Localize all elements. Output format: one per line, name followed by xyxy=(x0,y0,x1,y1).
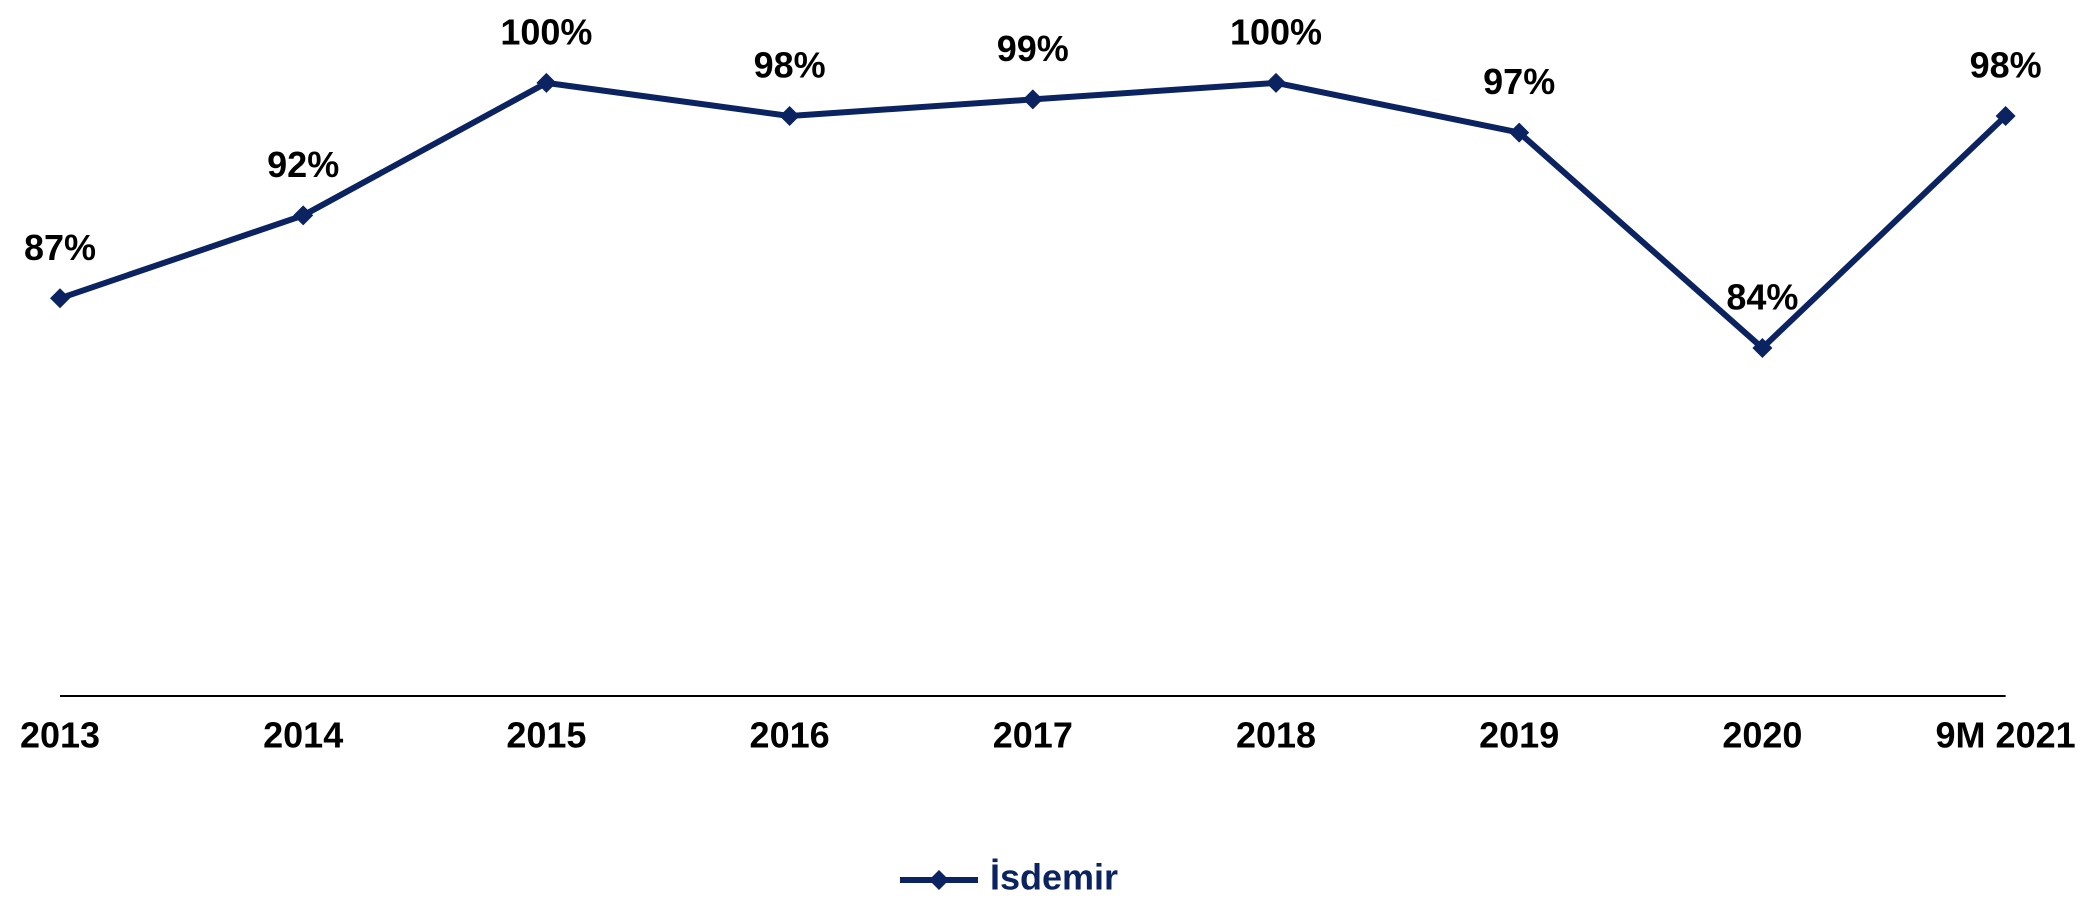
legend-marker xyxy=(929,870,949,890)
data-label: 84% xyxy=(1726,277,1798,318)
marker xyxy=(293,205,314,226)
x-tick-label: 9M 2021 xyxy=(1936,715,2076,756)
x-tick-label: 2014 xyxy=(263,715,343,756)
marker xyxy=(779,106,800,126)
x-tick-label: 2020 xyxy=(1722,715,1802,756)
marker xyxy=(50,288,70,309)
data-label: 100% xyxy=(500,11,592,52)
marker xyxy=(1266,72,1286,93)
marker xyxy=(1752,338,1773,358)
marker xyxy=(536,72,557,93)
x-tick-label: 2013 xyxy=(20,715,100,756)
x-tick-label: 2019 xyxy=(1479,715,1559,756)
x-tick-label: 2016 xyxy=(750,715,830,756)
x-tick-label: 2018 xyxy=(1236,715,1316,756)
x-tick-label: 2017 xyxy=(993,715,1073,756)
data-label: 98% xyxy=(1970,45,2042,86)
x-tick-label: 2015 xyxy=(506,715,586,756)
data-label: 87% xyxy=(24,227,96,268)
legend-label: İsdemir xyxy=(990,857,1118,898)
series-line xyxy=(59,79,2008,351)
data-label: 97% xyxy=(1483,61,1555,102)
data-label: 100% xyxy=(1230,11,1322,52)
data-label: 92% xyxy=(267,144,339,185)
marker xyxy=(1995,106,2016,126)
marker xyxy=(1022,89,1043,110)
marker xyxy=(1509,122,1530,143)
data-label: 99% xyxy=(997,28,1069,69)
data-label: 98% xyxy=(754,45,826,86)
